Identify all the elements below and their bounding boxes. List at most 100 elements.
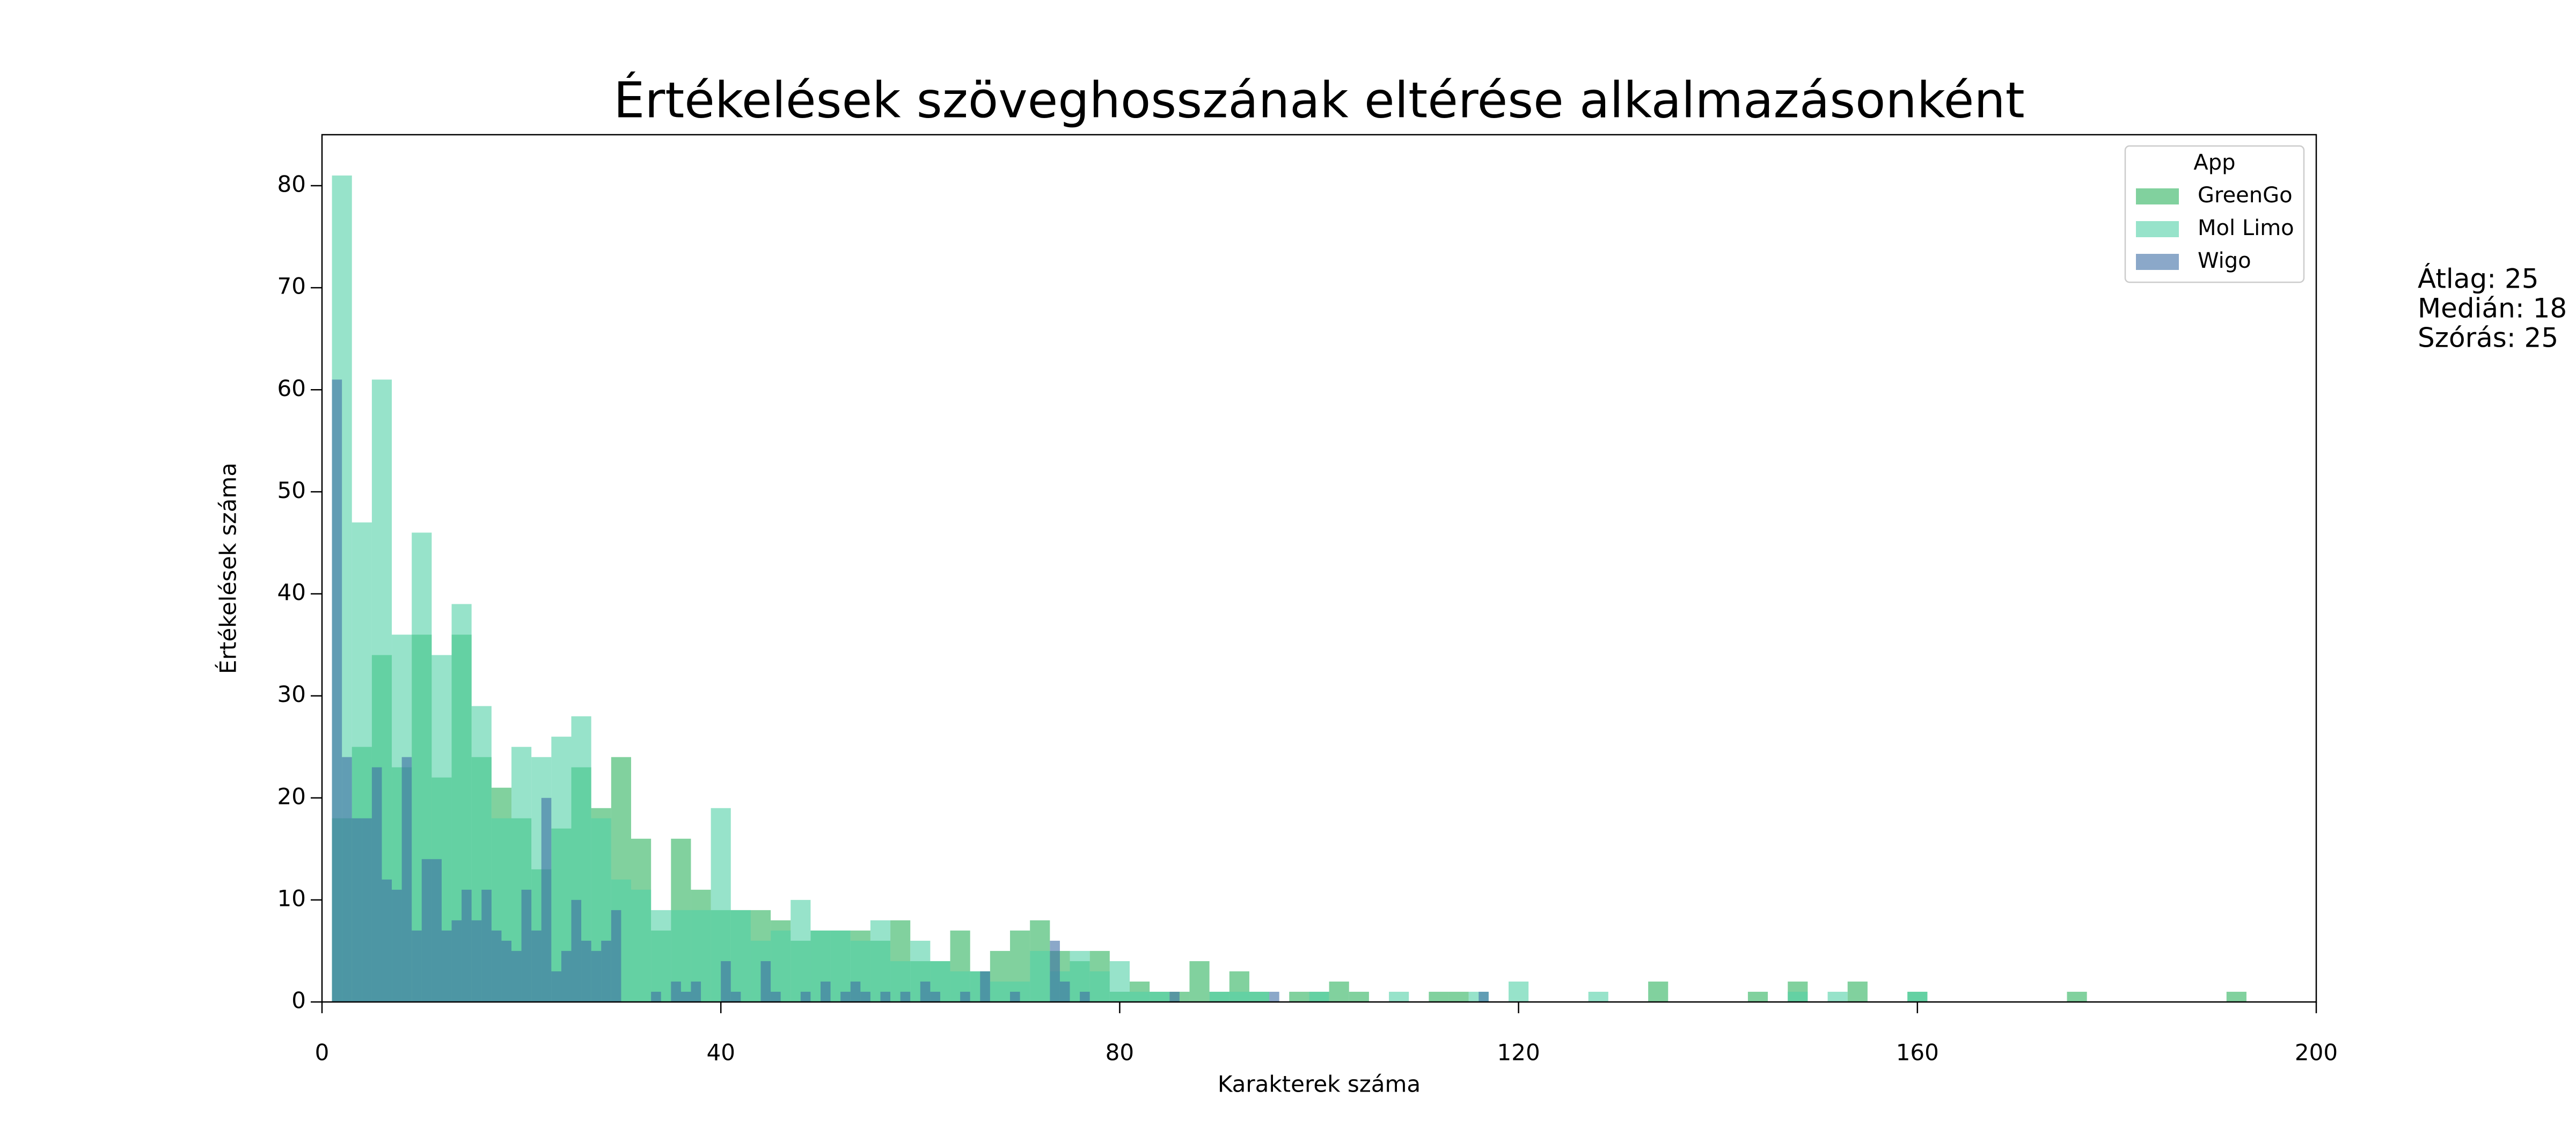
histogram-bar [730,910,751,1002]
histogram-bar [1089,971,1110,1002]
histogram-bar [771,930,791,1002]
histogram-bar [471,920,482,1002]
histogram-bar [371,767,382,1002]
histogram-bar [1129,991,1150,1002]
y-tick-label: 70 [277,273,306,299]
histogram-bar [760,961,771,1002]
histogram-bar [501,940,512,1002]
x-tick-label: 0 [315,1040,330,1066]
histogram-bar [791,899,811,1002]
histogram-bar [511,950,522,1002]
histogram-bar [382,879,392,1002]
histogram-bar [591,950,602,1002]
histogram-bar [412,930,422,1002]
legend-swatch [2136,254,2179,270]
histogram-bar [1269,991,1279,1002]
histogram-bar [1588,991,1608,1002]
histogram-bar [960,991,970,1002]
histogram-bar [930,991,940,1002]
y-tick-label: 10 [277,885,306,911]
histogram-bar [611,910,621,1002]
histogram-bar [990,981,1011,1002]
histogram-bar [392,889,402,1002]
histogram-bar [551,971,561,1002]
histogram-bar [1289,991,1309,1002]
histogram-bar [1109,961,1130,1002]
histogram-bar [1229,991,1249,1002]
x-axis-label: Karakterek száma [1218,1071,1421,1097]
y-tick-label: 30 [277,681,306,707]
x-tick-label: 80 [1106,1040,1134,1066]
histogram-bar [462,889,472,1002]
legend-label: Mol Limo [2198,216,2294,240]
legend-box [2124,145,2305,283]
histogram-bar [1189,961,1210,1002]
histogram-bar [441,930,452,1002]
x-tick-label: 160 [1896,1040,1939,1066]
histogram-bar [1429,991,1449,1002]
histogram-bar [771,991,781,1002]
histogram-bar [362,818,372,1002]
histogram-bar [1169,991,1180,1002]
x-tick-label: 40 [706,1040,735,1066]
histogram-bar [680,991,691,1002]
histogram-bar [900,991,911,1002]
histogram-bar [880,991,891,1002]
histogram-bar [1030,950,1050,1002]
histogram-bar [1479,991,1489,1002]
y-tick-label: 80 [277,171,306,197]
histogram-bar [651,991,661,1002]
histogram-bar [840,991,851,1002]
stats-annotation: Medián: 18 [2418,293,2567,324]
histogram-bar [980,971,990,1002]
histogram-bar [401,757,412,1002]
histogram-bar [601,940,611,1002]
y-axis-label: Értékelések száma [215,463,241,674]
histogram-bar [1509,981,1529,1002]
legend-swatch [2136,188,2179,204]
histogram-bar [651,910,671,1002]
chart-title: Értékelések szöveghosszának eltérése alk… [613,71,2024,129]
histogram-bar [332,379,342,1002]
stats-annotation: Szórás: 25 [2418,323,2558,354]
legend-swatch [2136,221,2179,237]
histogram-bar [521,889,532,1002]
histogram-bar [1209,991,1230,1002]
histogram-bar [1747,991,1768,1002]
histogram-bar [631,889,652,1002]
histogram-bar [830,930,851,1002]
histogram-bar [691,981,701,1002]
histogram-bar [1329,981,1349,1002]
histogram-bar [1389,991,1409,1002]
histogram-bar [920,981,931,1002]
histogram-bar [1827,991,1848,1002]
histogram-bar [2226,991,2246,1002]
histogram-bar [1847,981,1868,1002]
histogram-bar [1249,991,1270,1002]
histogram-bar [1080,991,1090,1002]
histogram-bar [821,981,831,1002]
histogram-bar [1059,981,1070,1002]
histogram-bar [561,950,572,1002]
histogram-bar [531,930,541,1002]
histogram-bar [2067,991,2087,1002]
stats-annotation: Átlag: 25 [2418,263,2539,295]
histogram-bar [1050,940,1060,1002]
y-tick-label: 0 [291,987,306,1014]
histogram-bar [421,859,432,1002]
histogram-bar [571,899,582,1002]
histogram-bar [1309,991,1329,1002]
histogram-bar [730,991,741,1002]
histogram-bar [491,930,502,1002]
histogram-bar [581,940,591,1002]
histogram-bar [1010,991,1020,1002]
histogram-bar [352,818,362,1002]
histogram-bar [1349,991,1369,1002]
legend-label: Wigo [2198,248,2251,273]
histogram-bar [342,757,352,1002]
histogram-bar [870,920,891,1002]
histogram-bar [1448,991,1469,1002]
histogram-bar [431,859,442,1002]
histogram-bar [1907,991,1928,1002]
